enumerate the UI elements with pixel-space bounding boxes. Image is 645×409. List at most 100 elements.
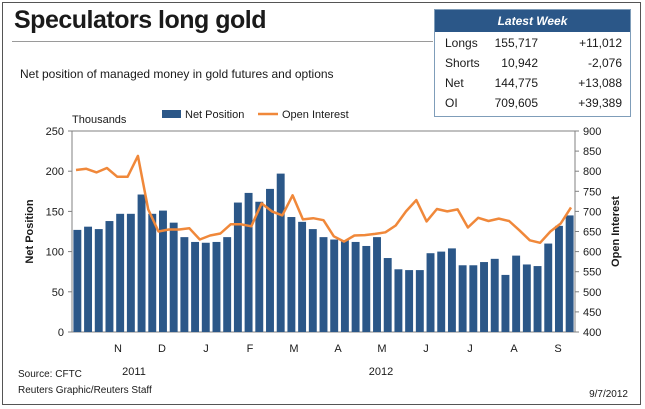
- x-month-label: F: [247, 343, 254, 355]
- y-tick-label: 200: [46, 166, 64, 178]
- net-position-bar: [266, 188, 274, 332]
- net-position-bar: [159, 210, 167, 332]
- credit-note: Reuters Graphic/Reuters Staff: [18, 385, 152, 396]
- legend-label: Open Interest: [282, 109, 349, 121]
- y-axis-title: Net Position: [24, 199, 36, 263]
- net-position-bar: [373, 237, 381, 332]
- net-position-bar: [330, 239, 339, 332]
- y-tick-label: 150: [46, 206, 64, 218]
- row-value: 10,942: [501, 56, 538, 70]
- title-divider: [12, 41, 433, 42]
- net-position-bar: [105, 221, 114, 332]
- y2-tick-label: 400: [583, 327, 601, 339]
- chart-subtitle: Net position of managed money in gold fu…: [20, 67, 334, 81]
- net-position-bar: [308, 229, 317, 332]
- legend-swatch-bar: [162, 110, 181, 118]
- net-position-bar: [533, 266, 542, 332]
- y-tick-label: 100: [46, 247, 64, 259]
- net-position-bar: [362, 245, 371, 332]
- x-month-label: M: [289, 343, 298, 355]
- date-note: 9/7/2012: [589, 389, 628, 400]
- net-position-bar: [191, 241, 200, 332]
- net-position-bar: [565, 215, 574, 332]
- x-month-label: N: [114, 343, 122, 355]
- net-position-bar: [480, 262, 488, 332]
- y-tick-label: 0: [58, 327, 64, 339]
- net-position-bar: [319, 237, 328, 332]
- net-position-bar: [116, 213, 125, 332]
- y2-tick-label: 750: [583, 186, 601, 198]
- net-position-bar: [148, 213, 157, 332]
- row-change: +39,389: [578, 96, 622, 110]
- net-position-bar: [469, 265, 478, 332]
- net-position-bar: [415, 270, 424, 332]
- net-position-bar: [276, 173, 285, 332]
- y2-axis-title: Open Interest: [610, 196, 622, 267]
- latest-week-row-longs: Longs 155,717 +11,012: [435, 32, 630, 52]
- net-position-bar: [405, 270, 414, 332]
- y2-tick-label: 650: [583, 227, 601, 239]
- net-position-bar: [340, 240, 349, 332]
- units-label: Thousands: [72, 114, 127, 126]
- y2-tick-label: 600: [583, 247, 601, 259]
- net-position-bar: [223, 237, 232, 332]
- net-position-bar: [298, 221, 307, 332]
- latest-week-row-oi: OI 709,605 +39,389: [435, 92, 630, 112]
- chart-title: Speculators long gold: [14, 6, 267, 34]
- net-position-bar: [383, 258, 392, 332]
- source-note: Source: CFTC: [18, 369, 82, 380]
- x-month-label: A: [510, 343, 518, 355]
- net-position-bar: [84, 226, 93, 332]
- net-position-bar: [233, 202, 242, 332]
- row-value: 709,605: [494, 96, 538, 110]
- y2-tick-label: 500: [583, 287, 601, 299]
- net-position-bar: [169, 222, 178, 332]
- net-position-bar: [544, 243, 553, 332]
- net-position-bar: [244, 192, 253, 332]
- net-position-bar: [180, 237, 189, 332]
- net-position-bar: [458, 265, 467, 332]
- y2-tick-label: 850: [583, 146, 601, 158]
- row-change: +11,012: [579, 36, 622, 50]
- x-month-label: J: [203, 343, 209, 355]
- open-interest-line: [75, 154, 573, 245]
- net-position-bar: [351, 241, 360, 332]
- latest-week-row-shorts: Shorts 10,942 -2,076: [435, 52, 630, 72]
- y2-tick-label: 450: [583, 307, 601, 319]
- net-position-bar: [426, 253, 435, 332]
- row-value: 144,775: [494, 76, 538, 90]
- row-label: Longs: [445, 36, 478, 50]
- y2-tick-label: 700: [583, 206, 601, 218]
- net-position-bar: [255, 201, 264, 332]
- net-position-bar: [73, 229, 82, 332]
- latest-week-row-net: Net 144,775 +13,088: [435, 72, 630, 92]
- net-position-bar: [287, 217, 296, 332]
- net-position-bar: [437, 251, 446, 332]
- y-tick-label: 250: [46, 126, 64, 138]
- net-position-bar: [201, 242, 210, 332]
- x-year-label: 2012: [369, 366, 393, 378]
- net-position-bar: [94, 229, 103, 332]
- net-position-bar: [554, 225, 563, 332]
- x-month-label: D: [158, 343, 166, 355]
- latest-week-table: Latest Week Longs 155,717 +11,012 Shorts…: [434, 9, 631, 117]
- net-position-bar: [447, 248, 456, 332]
- x-month-label: S: [554, 343, 561, 355]
- net-position-bar: [490, 258, 499, 332]
- x-month-label: J: [423, 343, 429, 355]
- y2-tick-label: 900: [583, 126, 601, 138]
- net-position-bar: [522, 264, 531, 332]
- row-change: +13,088: [578, 76, 622, 90]
- y-tick-label: 50: [52, 287, 64, 299]
- row-value: 155,717: [494, 36, 538, 50]
- x-year-label: 2011: [122, 366, 146, 378]
- row-label: Shorts: [445, 56, 480, 70]
- latest-week-heading: Latest Week: [435, 10, 630, 32]
- net-position-bar: [501, 274, 510, 332]
- x-month-label: J: [467, 343, 473, 355]
- net-position-bar: [212, 241, 221, 332]
- y2-tick-label: 800: [583, 166, 601, 178]
- row-change: -2,076: [587, 56, 622, 70]
- row-label: OI: [445, 96, 458, 110]
